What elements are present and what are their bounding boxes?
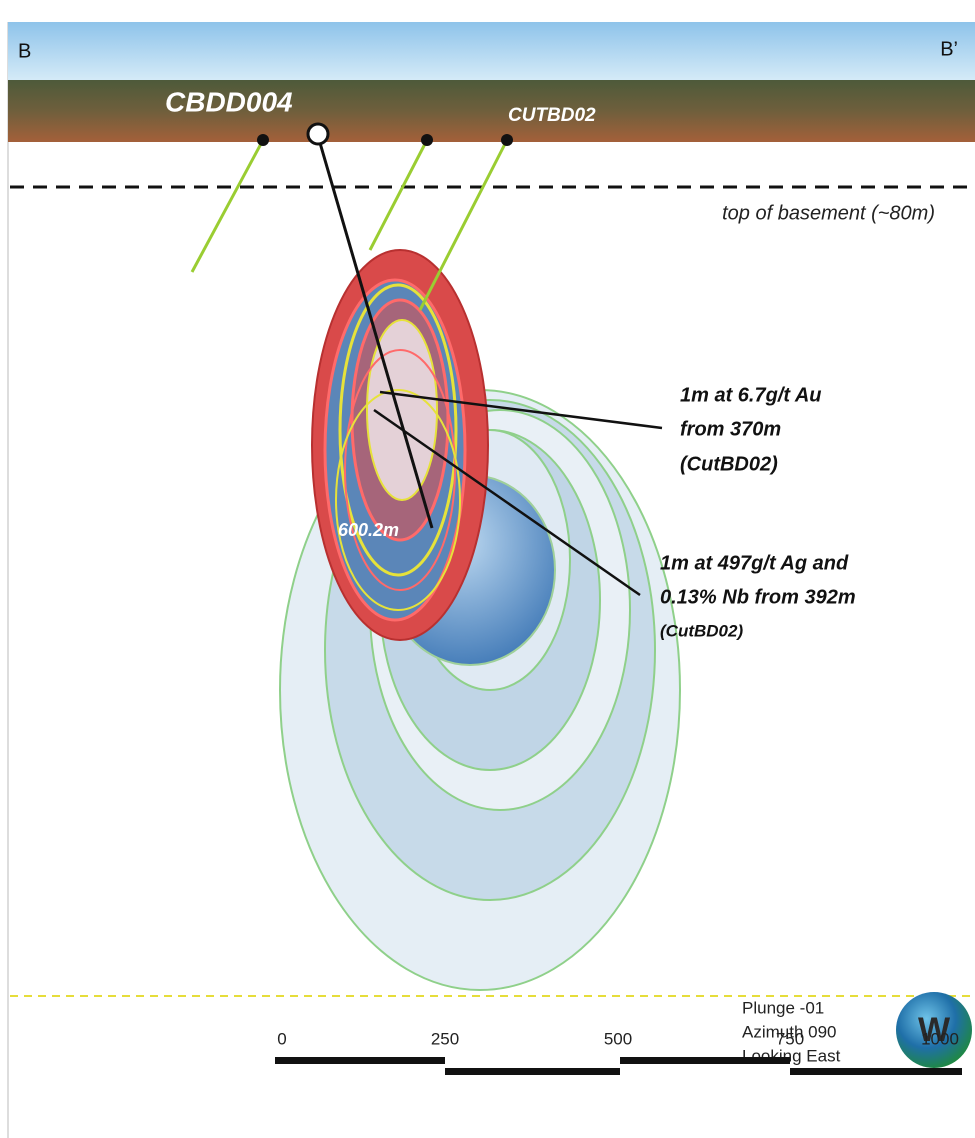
drillholes	[190, 122, 513, 529]
section-start-label: B	[18, 40, 31, 62]
annotation: 1m at 497g/t Ag and	[660, 552, 849, 574]
annotation: (CutBD02)	[660, 621, 743, 640]
section-end-label: B’	[940, 38, 958, 60]
landscape	[8, 80, 975, 142]
depth-label: 600.2m	[338, 520, 399, 540]
scale-label: 0	[277, 1029, 286, 1048]
compass	[896, 992, 972, 1068]
scale-label: 500	[604, 1029, 632, 1048]
compass-label: W	[918, 1011, 951, 1049]
sky	[8, 22, 975, 82]
scale-bar	[275, 1057, 962, 1075]
scale-label: 250	[431, 1029, 459, 1048]
annotation: from 370m	[680, 418, 781, 440]
view-info: Plunge -01	[742, 998, 824, 1017]
hole-label: CUTBD02	[508, 105, 596, 126]
red-shells	[311, 249, 489, 641]
leader-line	[373, 408, 641, 597]
scale-label: 750	[776, 1029, 804, 1048]
leader-line	[379, 390, 663, 430]
scale-label: 1000	[921, 1029, 959, 1048]
annotation: 0.13% Nb from 392m	[660, 586, 856, 608]
view-info: Azimuth 090	[742, 1022, 837, 1041]
hole-label: CBDD004	[165, 86, 293, 117]
basement-label: top of basement (~80m)	[722, 202, 935, 224]
annotation: 1m at 6.7g/t Au	[680, 384, 822, 406]
annotation: (CutBD02)	[680, 453, 778, 475]
